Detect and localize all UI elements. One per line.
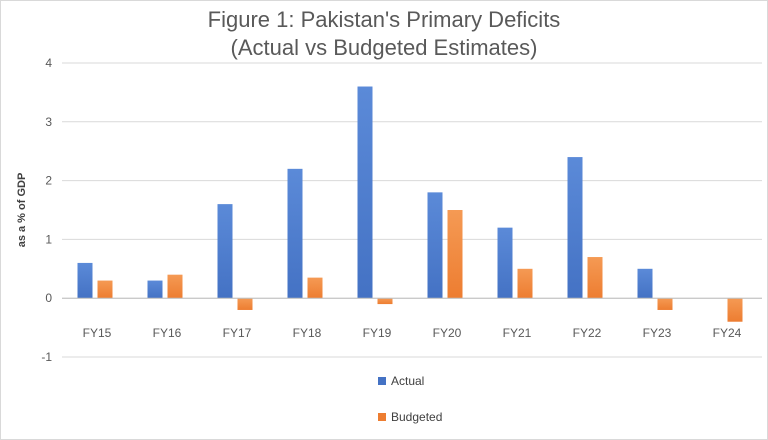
x-tick-label: FY22: [573, 326, 602, 340]
bar-actual-fy19: [357, 86, 373, 299]
x-tick-label: FY24: [713, 326, 742, 340]
x-tick-label: FY16: [153, 326, 182, 340]
y-tick-label: 3: [45, 115, 52, 129]
chart-title: Figure 1: Pakistan's Primary Deficits (A…: [0, 6, 768, 62]
chart-title-line2: (Actual vs Budgeted Estimates): [230, 35, 538, 60]
bar-actual-fy22: [567, 157, 583, 299]
bar-actual-fy20: [427, 192, 443, 299]
legend-label-actual: Actual: [391, 374, 425, 388]
legend-item-budgeted: Budgeted: [378, 410, 442, 424]
x-tick-label: FY20: [433, 326, 462, 340]
y-tick-label: -1: [41, 350, 52, 364]
legend-swatch-budgeted: [378, 413, 386, 421]
bar-budgeted-fy17: [237, 298, 253, 310]
bar-budgeted-fy23: [657, 298, 673, 310]
legend-label-budgeted: Budgeted: [391, 410, 443, 424]
bar-budgeted-fy15: [97, 280, 113, 299]
bar-actual-fy23: [637, 268, 653, 299]
x-tick-label: FY17: [223, 326, 252, 340]
bar-budgeted-fy19: [377, 298, 393, 305]
bar-actual-fy16: [147, 280, 163, 299]
legend-item-actual: Actual: [378, 374, 424, 388]
bar-actual-fy15: [77, 262, 93, 299]
bar-actual-fy18: [287, 168, 303, 299]
chart-title-line1: Figure 1: Pakistan's Primary Deficits: [207, 7, 561, 32]
bar-budgeted-fy24: [727, 298, 743, 322]
legend-swatch-actual: [378, 377, 386, 385]
bar-budgeted-fy21: [517, 268, 533, 299]
bar-budgeted-fy16: [167, 274, 183, 299]
y-tick-label: 1: [45, 232, 52, 246]
x-tick-label: FY21: [503, 326, 532, 340]
bar-actual-fy17: [217, 204, 233, 299]
bar-budgeted-fy18: [307, 277, 323, 299]
x-tick-label: FY15: [83, 326, 112, 340]
x-tick-label: FY19: [363, 326, 392, 340]
bar-budgeted-fy22: [587, 257, 603, 299]
bar-actual-fy21: [497, 227, 513, 299]
y-tick-label: 0: [45, 291, 52, 305]
y-tick-label: 4: [45, 56, 52, 70]
x-tick-label: FY23: [643, 326, 672, 340]
bar-budgeted-fy20: [447, 210, 463, 299]
x-tick-label: FY18: [293, 326, 322, 340]
y-tick-label: 2: [45, 174, 52, 188]
